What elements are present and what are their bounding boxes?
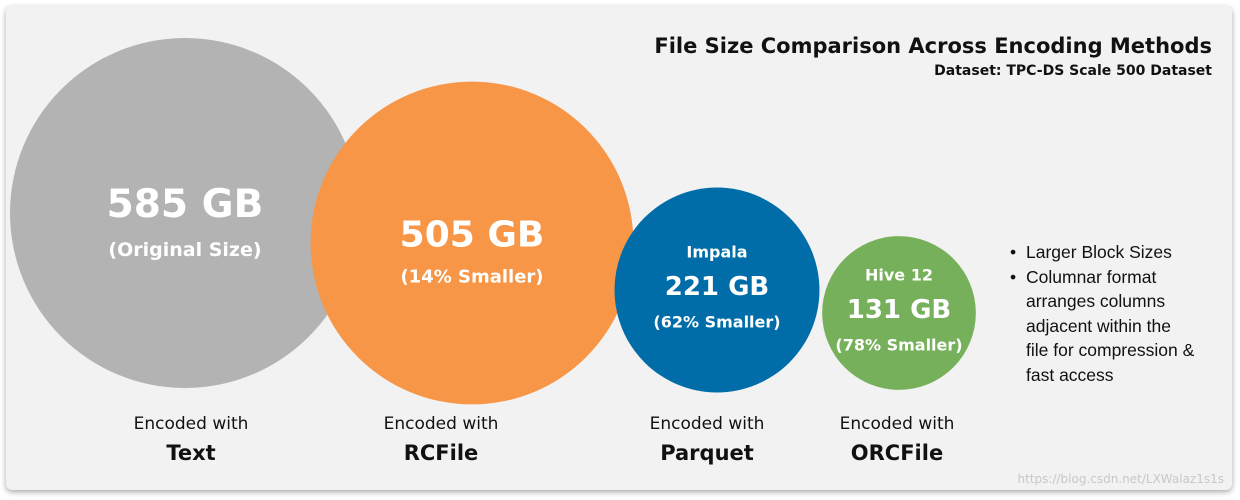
bubble-circle [614,187,820,393]
bubble-parquet: Impala 221 GB (62% Smaller) [614,187,820,393]
bubble-note-label: (Original Size) [108,239,261,261]
bubble-note-label: (62% Smaller) [653,313,780,332]
bubble-chart: 585 GB (Original Size) 505 GB (14% Smaller)… [10,38,976,405]
caption-format: Parquet [660,441,754,465]
note-item: Columnar format arranges columns adjacen… [1008,265,1198,388]
bubble-value-label: 221 GB [665,272,769,302]
caption-parquet: Encoded with Parquet [617,412,797,470]
bubble-value-label: 585 GB [107,182,264,227]
caption-orcfile: Encoded with ORCFile [807,412,987,470]
notes-list: Larger Block Sizes Columnar format arran… [1008,240,1198,387]
bubble-circle [822,236,976,390]
bubble-orcfile: Hive 12 131 GB (78% Smaller) [822,236,976,390]
chart-subtitle: Dataset: TPC-DS Scale 500 Dataset [934,63,1212,79]
caption-prefix: Encoded with [839,414,955,434]
bubble-note-label: (78% Smaller) [835,336,962,355]
bubble-circle [10,38,360,388]
bubble-engine-label: Impala [686,243,747,262]
bubble-engine-label: Hive 12 [865,266,933,285]
chart-panel: 585 GB (Original Size) 505 GB (14% Smaller)… [6,6,1232,490]
caption-rcfile: Encoded with RCFile [351,412,531,470]
caption-prefix: Encoded with [383,414,499,434]
caption-prefix: Encoded with [133,414,249,434]
watermark: https://blog.csdn.net/LXWalaz1s1s [1017,472,1224,486]
caption-format: ORCFile [850,441,944,465]
chart-title: File Size Comparison Across Encoding Met… [654,34,1212,58]
bubble-value-label: 131 GB [847,295,951,325]
caption-format: RCFile [403,441,479,465]
caption-prefix: Encoded with [649,414,765,434]
caption-text: Encoded with Text [101,412,281,470]
caption-format: Text [166,441,216,465]
bubble-note-label: (14% Smaller) [400,267,543,288]
bubble-rcfile: 505 GB (14% Smaller) [310,81,634,405]
note-item: Larger Block Sizes [1008,240,1198,265]
bubble-value-label: 505 GB [400,215,545,256]
bubble-text: 585 GB (Original Size) [10,38,360,388]
bubble-circle [310,81,634,405]
